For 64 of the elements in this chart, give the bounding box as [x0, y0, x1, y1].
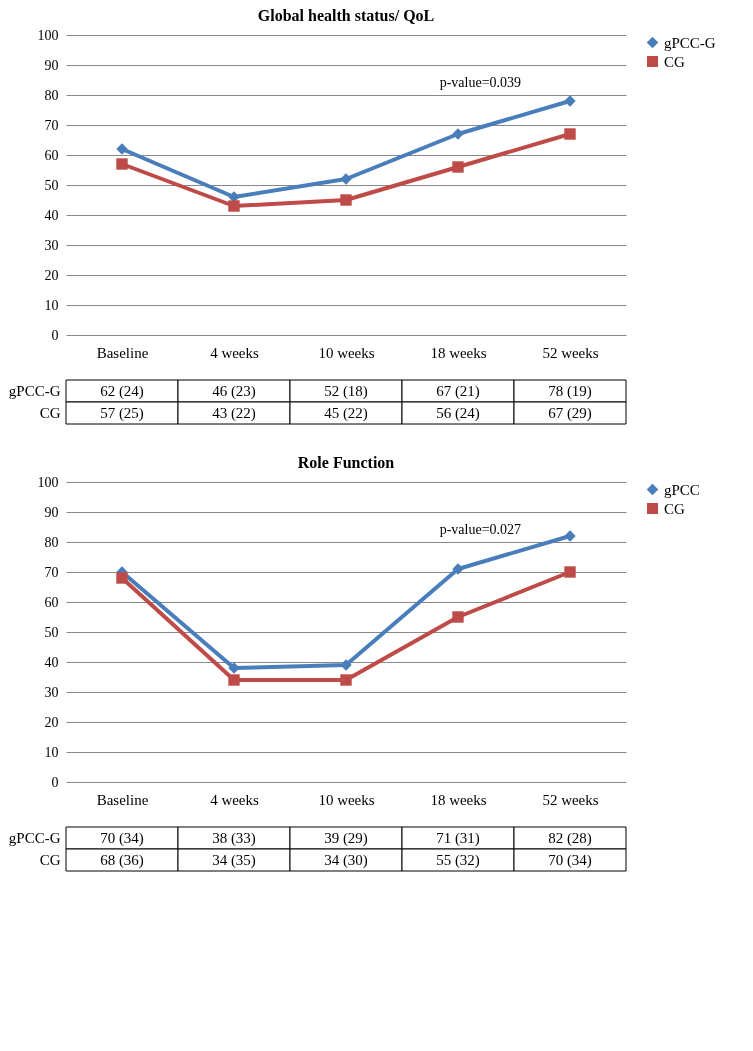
y-tick-label: 80 [44, 87, 59, 103]
data-label: 43 (22) [212, 405, 256, 422]
legend-label: gPCC-G [664, 34, 716, 51]
y-tick-label: 60 [44, 594, 59, 610]
y-tick-label: 40 [44, 654, 59, 670]
y-tick-label: 100 [37, 474, 59, 490]
chart-title: Role Function [297, 454, 395, 471]
data-label: 39 (29) [324, 830, 368, 847]
data-label: 38 (33) [212, 830, 256, 847]
data-label: 68 (36) [100, 852, 144, 869]
y-tick-label: 40 [44, 207, 59, 223]
data-label: 34 (30) [324, 852, 368, 869]
legend-label: CG [664, 500, 685, 517]
x-tick-label: 52 weeks [542, 791, 599, 808]
data-label: 57 (25) [100, 405, 144, 422]
x-tick-label: Baseline [96, 791, 149, 808]
y-tick-label: 70 [44, 564, 59, 580]
annotation: p-value=0.027 [439, 522, 522, 537]
data-label: 34 (35) [212, 852, 256, 869]
y-tick-label: 20 [44, 267, 59, 283]
x-tick-label: 4 weeks [210, 344, 260, 361]
y-tick-label: 10 [44, 297, 59, 313]
annotation: p-value=0.039 [439, 75, 522, 90]
y-tick-label: 50 [44, 177, 59, 193]
text: gPCC-G [8, 383, 61, 399]
data-label: 82 (28) [548, 830, 592, 847]
data-label: 45 (22) [324, 405, 368, 422]
data-label: 70 (34) [548, 852, 592, 869]
y-tick-label: 30 [44, 237, 59, 253]
y-tick-label: 100 [37, 27, 59, 43]
data-label: 67 (29) [548, 405, 592, 422]
y-tick-label: 80 [44, 534, 59, 550]
text: CG [39, 852, 61, 868]
x-tick-label: 4 weeks [210, 791, 260, 808]
legend-label: gPCC [664, 481, 700, 498]
legend-label: CG [664, 53, 685, 70]
y-tick-label: 50 [44, 624, 59, 640]
data-label: 71 (31) [436, 830, 480, 847]
x-tick-label: 10 weeks [318, 791, 375, 808]
y-tick-label: 90 [44, 504, 59, 520]
y-tick-label: 90 [44, 57, 59, 73]
y-tick-label: 0 [51, 327, 59, 343]
data-label: 62 (24) [100, 383, 144, 400]
y-tick-label: 60 [44, 147, 59, 163]
data-label: 56 (24) [436, 405, 480, 422]
text: gPCC-G [8, 830, 61, 846]
data-label: 67 (21) [436, 383, 480, 400]
data-label: 78 (19) [548, 383, 592, 400]
x-tick-label: Baseline [96, 344, 149, 361]
y-tick-label: 10 [44, 744, 59, 760]
text: CG [39, 405, 61, 421]
data-label: 52 (18) [324, 383, 368, 400]
y-tick-label: 0 [51, 774, 59, 790]
x-tick-label: 18 weeks [430, 344, 487, 361]
y-tick-label: 70 [44, 117, 59, 133]
x-tick-label: 52 weeks [542, 344, 599, 361]
data-label: 70 (34) [100, 830, 144, 847]
x-tick-label: 18 weeks [430, 791, 487, 808]
y-tick-label: 20 [44, 714, 59, 730]
data-label: 46 (23) [212, 383, 256, 400]
x-tick-label: 10 weeks [318, 344, 375, 361]
chart-title: Global health status/ QoL [257, 7, 435, 24]
y-tick-label: 30 [44, 684, 59, 700]
data-label: 55 (32) [436, 852, 480, 869]
